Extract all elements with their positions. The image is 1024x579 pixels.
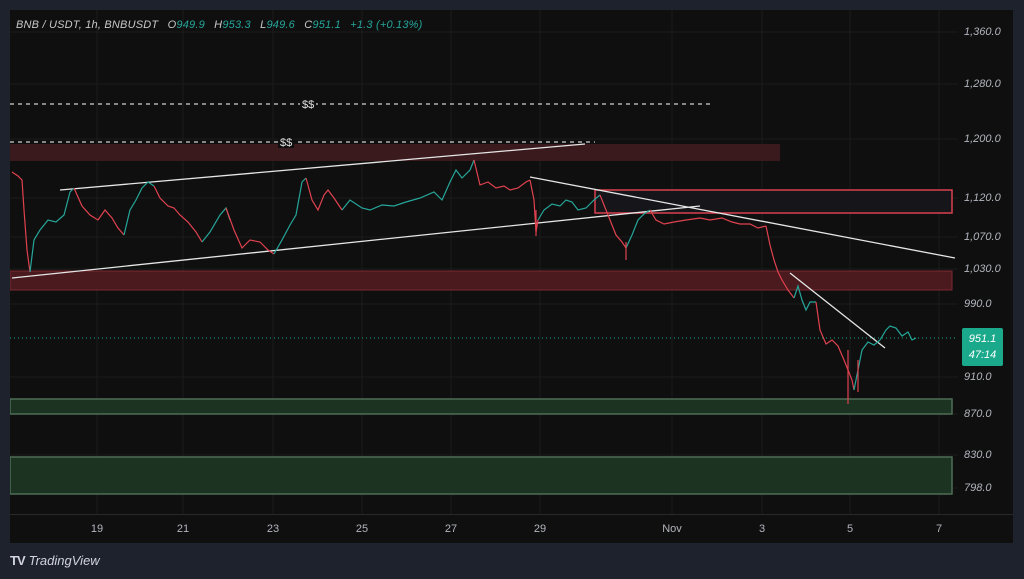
time-tick-label: 5 <box>846 523 854 535</box>
channel-lower-line <box>11 205 701 279</box>
price-axis[interactable]: 1,360.0 1,280.0 1,200.0 1,120.0 1,070.0 1,030… <box>958 10 1013 514</box>
tradingview-branding[interactable]: TV TradingView <box>10 553 100 568</box>
time-tick-label: 25 <box>355 523 369 535</box>
time-axis[interactable]: 19 21 23 25 27 29 Nov 3 5 7 <box>10 514 1013 544</box>
time-tick-label: Nov <box>662 523 682 535</box>
brand-name: TradingView <box>28 553 100 568</box>
supply-zone-lower[interactable] <box>10 270 953 291</box>
last-price-badge: 951.1 47:14 <box>962 328 1003 366</box>
price-tick-label: 1,120.0 <box>964 192 1001 204</box>
chart-frame: $$ $$ <box>10 10 1013 543</box>
demand-zone-lower[interactable] <box>10 456 953 495</box>
candlesticks <box>11 159 917 404</box>
price-tick-label: 990.0 <box>964 298 992 310</box>
ohlc-change: +1.3 (+0.13%) <box>350 19 423 31</box>
bar-countdown: 47:14 <box>968 349 997 361</box>
price-tick-label: 830.0 <box>964 449 992 461</box>
ohlc-low: L949.6 <box>260 19 295 31</box>
price-tick-label: 1,360.0 <box>964 26 1001 38</box>
ohlc-open: O949.9 <box>167 19 205 31</box>
symbol-legend[interactable]: BNB / USDT, 1h, BNBUSDT O949.9 H953.3 L9… <box>16 19 429 31</box>
liquidity-label-upper: $$ <box>302 99 314 111</box>
price-tick-label: 1,030.0 <box>964 263 1001 275</box>
descending-resistance-line <box>529 176 956 259</box>
price-tick-label: 1,070.0 <box>964 231 1001 243</box>
demand-zone-upper[interactable] <box>10 398 953 415</box>
last-price-value: 951.1 <box>968 333 997 345</box>
price-tick-label: 798.0 <box>964 482 992 494</box>
resistance-box[interactable] <box>594 189 953 214</box>
time-tick-label: 3 <box>758 523 766 535</box>
price-tick-label: 870.0 <box>964 408 992 420</box>
time-tick-label: 19 <box>90 523 104 535</box>
symbol-title: BNB / USDT, 1h, BNBUSDT <box>16 19 159 31</box>
price-chart-canvas[interactable]: $$ $$ <box>10 10 958 514</box>
time-tick-label: 23 <box>266 523 280 535</box>
supply-zone-upper[interactable] <box>10 144 780 161</box>
trendlines[interactable] <box>11 143 956 349</box>
tradingview-logo-icon: TV <box>10 553 26 568</box>
chart-pane[interactable]: $$ $$ <box>10 10 958 514</box>
ohlc-high: H953.3 <box>214 19 251 31</box>
price-tick-label: 1,200.0 <box>964 133 1001 145</box>
time-tick-label: 21 <box>176 523 190 535</box>
price-tick-label: 1,280.0 <box>964 78 1001 90</box>
liquidity-label-lower: $$ <box>280 137 292 149</box>
price-tick-label: 910.0 <box>964 371 992 383</box>
time-tick-label: 27 <box>444 523 458 535</box>
time-tick-label: 29 <box>533 523 547 535</box>
ohlc-close: C951.1 <box>304 19 341 31</box>
grid-lines <box>10 10 958 514</box>
short-term-descending-line <box>789 272 886 349</box>
time-tick-label: 7 <box>935 523 943 535</box>
